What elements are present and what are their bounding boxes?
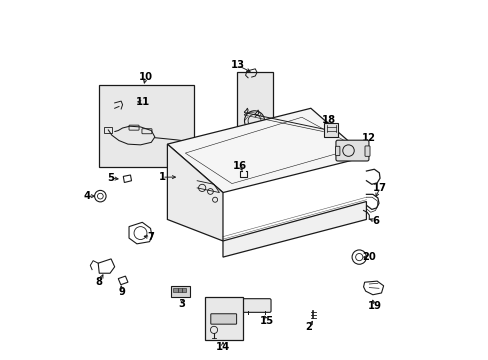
- Text: 2: 2: [305, 322, 312, 332]
- FancyBboxPatch shape: [335, 140, 368, 161]
- Text: 13: 13: [230, 60, 244, 70]
- FancyBboxPatch shape: [237, 72, 273, 135]
- Text: 4: 4: [84, 191, 91, 201]
- Text: 5: 5: [107, 173, 114, 183]
- FancyBboxPatch shape: [335, 146, 339, 156]
- Text: 9: 9: [118, 287, 125, 297]
- Bar: [173, 288, 178, 292]
- FancyBboxPatch shape: [324, 123, 338, 137]
- Polygon shape: [167, 108, 366, 193]
- Polygon shape: [223, 202, 366, 257]
- FancyBboxPatch shape: [364, 146, 369, 156]
- Text: 3: 3: [178, 299, 185, 309]
- FancyBboxPatch shape: [210, 314, 236, 324]
- Polygon shape: [167, 144, 223, 241]
- Text: 12: 12: [362, 133, 376, 143]
- Text: 17: 17: [372, 183, 386, 193]
- FancyBboxPatch shape: [204, 297, 242, 339]
- Text: 7: 7: [147, 232, 154, 242]
- Text: 16: 16: [233, 161, 247, 171]
- Text: 20: 20: [362, 252, 375, 262]
- Text: 18: 18: [321, 115, 335, 125]
- FancyBboxPatch shape: [171, 286, 189, 297]
- FancyBboxPatch shape: [99, 85, 194, 167]
- Text: 11: 11: [136, 97, 150, 107]
- Bar: [182, 288, 186, 292]
- FancyBboxPatch shape: [242, 299, 270, 312]
- Bar: [178, 288, 182, 292]
- Text: 8: 8: [96, 277, 102, 287]
- Text: 14: 14: [215, 342, 230, 352]
- Text: 6: 6: [371, 216, 378, 226]
- Text: 19: 19: [366, 301, 381, 311]
- Text: 10: 10: [139, 72, 153, 82]
- Text: 15: 15: [259, 316, 273, 325]
- Text: 1: 1: [158, 172, 165, 182]
